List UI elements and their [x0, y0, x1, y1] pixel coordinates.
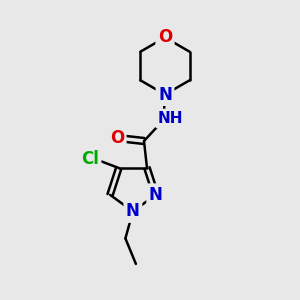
Text: O: O [158, 28, 172, 46]
Text: N: N [158, 85, 172, 103]
Text: N: N [149, 186, 163, 204]
Text: O: O [110, 129, 124, 147]
Text: N: N [126, 202, 140, 220]
Text: NH: NH [157, 111, 183, 126]
Text: Cl: Cl [81, 150, 99, 168]
